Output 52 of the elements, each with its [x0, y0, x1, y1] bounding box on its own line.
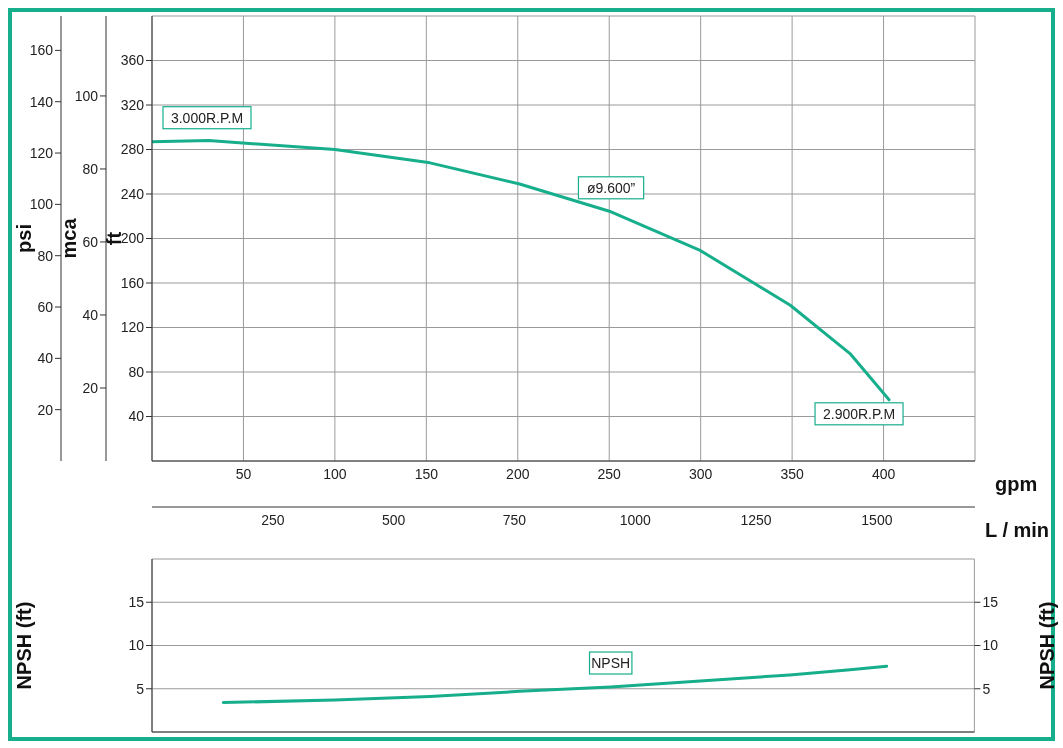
x2-tick-label: 750	[502, 511, 527, 528]
y-tick-label: 160	[120, 274, 145, 291]
y-tick-label: 360	[120, 52, 145, 69]
y2-axis-title: mca	[58, 217, 81, 259]
x-tick-label: 350	[780, 465, 804, 482]
annotation: 2.900R.P.M	[822, 405, 896, 422]
x2-tick-label: 1500	[861, 511, 893, 528]
y2-tick-label: 80	[82, 160, 99, 177]
y2-tick-label: 10	[982, 637, 999, 654]
y-tick-label: 320	[120, 96, 145, 113]
x2-tick-label: 1000	[619, 511, 652, 528]
y3-tick-label: 20	[37, 401, 54, 418]
x-tick-label: 200	[506, 465, 530, 482]
line-series	[152, 139, 891, 402]
y-tick-label: 200	[120, 230, 145, 247]
y-tick-label: 280	[120, 141, 145, 158]
x2-tick-label: 250	[261, 511, 285, 528]
y2-tick-label: 60	[82, 233, 99, 250]
y-tick-label: 40	[128, 408, 145, 425]
annotation: 3.000R.P.M	[170, 109, 244, 126]
x-tick-label: 300	[688, 465, 713, 482]
y2-axis-title: NPSH (ft)	[1036, 601, 1059, 690]
y-tick-label: 240	[120, 185, 145, 202]
annotation: ø9.600”	[586, 179, 636, 196]
y2-tick-label: 40	[82, 306, 99, 323]
y-tick-label: 5	[136, 680, 145, 697]
y-tick-label: 120	[120, 319, 145, 336]
y-tick-label: 80	[128, 363, 145, 380]
x2-axis-title: L / min	[985, 519, 1050, 542]
y2-tick-label: 5	[982, 680, 991, 697]
y2-tick-label: 20	[82, 379, 99, 396]
x-tick-label: 100	[323, 465, 347, 482]
y3-tick-label: 100	[29, 196, 54, 213]
y-tick-label: 15	[128, 594, 145, 611]
y3-tick-label: 60	[37, 298, 54, 315]
y2-tick-label: 15	[982, 594, 999, 611]
x-tick-label: 50	[235, 465, 252, 482]
x-tick-label: 250	[597, 465, 622, 482]
y3-tick-label: 140	[29, 93, 54, 110]
x-tick-label: 400	[871, 465, 896, 482]
x2-tick-label: 1250	[740, 511, 772, 528]
y3-tick-label: 40	[37, 350, 54, 367]
y3-tick-label: 160	[29, 42, 54, 59]
y-tick-label: 10	[128, 637, 145, 654]
x-axis-title: gpm	[995, 473, 1038, 496]
y3-tick-label: 80	[37, 247, 54, 264]
y2-tick-label: 100	[74, 87, 99, 104]
x-tick-label: 150	[414, 465, 439, 482]
y-axis-title: NPSH (ft)	[13, 601, 36, 690]
x2-tick-label: 500	[381, 511, 406, 528]
y3-tick-label: 120	[29, 145, 54, 162]
y3-axis-title: psi	[13, 224, 36, 253]
